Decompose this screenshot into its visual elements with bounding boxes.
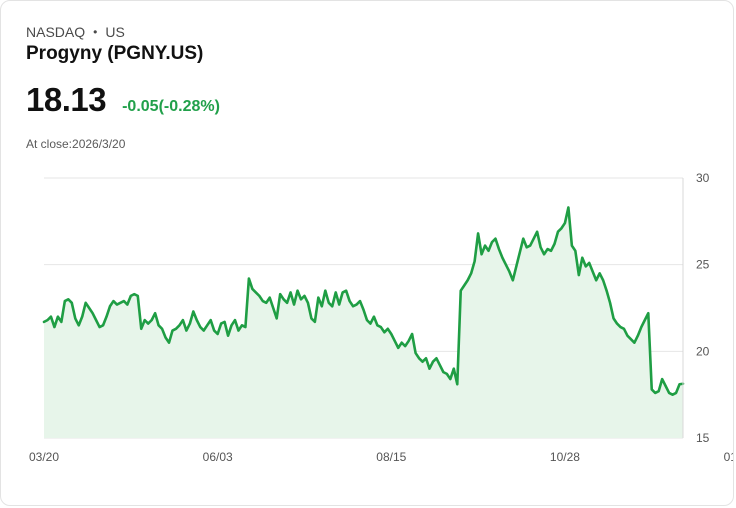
x-tick-label: 01/12 [724,450,734,464]
current-price: 18.13 [26,81,107,118]
x-tick-label: 10/28 [550,450,580,464]
price-area-fill [44,207,683,438]
close-info: At close:2026/3/20 [26,137,126,151]
x-tick-label: 03/20 [29,450,59,464]
exchange-row: NASDAQ • US [26,24,125,40]
y-tick-label: 15 [696,431,710,445]
y-tick-label: 30 [696,171,710,185]
x-tick-label: 06/03 [203,450,233,464]
price-row: 18.13 -0.05(-0.28%) [26,81,220,119]
exchange-label: NASDAQ [26,24,86,40]
price-line [42,206,685,396]
x-tick-label: 08/15 [376,450,406,464]
region-label: US [105,24,125,40]
y-tick-label: 25 [696,258,710,272]
stock-title: Progyny (PGNY.US) [26,43,204,64]
x-tick-labels: 03/20 06/03 08/15 10/28 01/12 [29,450,734,464]
y-tick-labels: 30 25 20 15 [696,171,710,445]
price-change: -0.05(-0.28%) [122,98,220,115]
separator-dot: • [93,25,98,39]
y-tick-label: 20 [696,344,710,358]
